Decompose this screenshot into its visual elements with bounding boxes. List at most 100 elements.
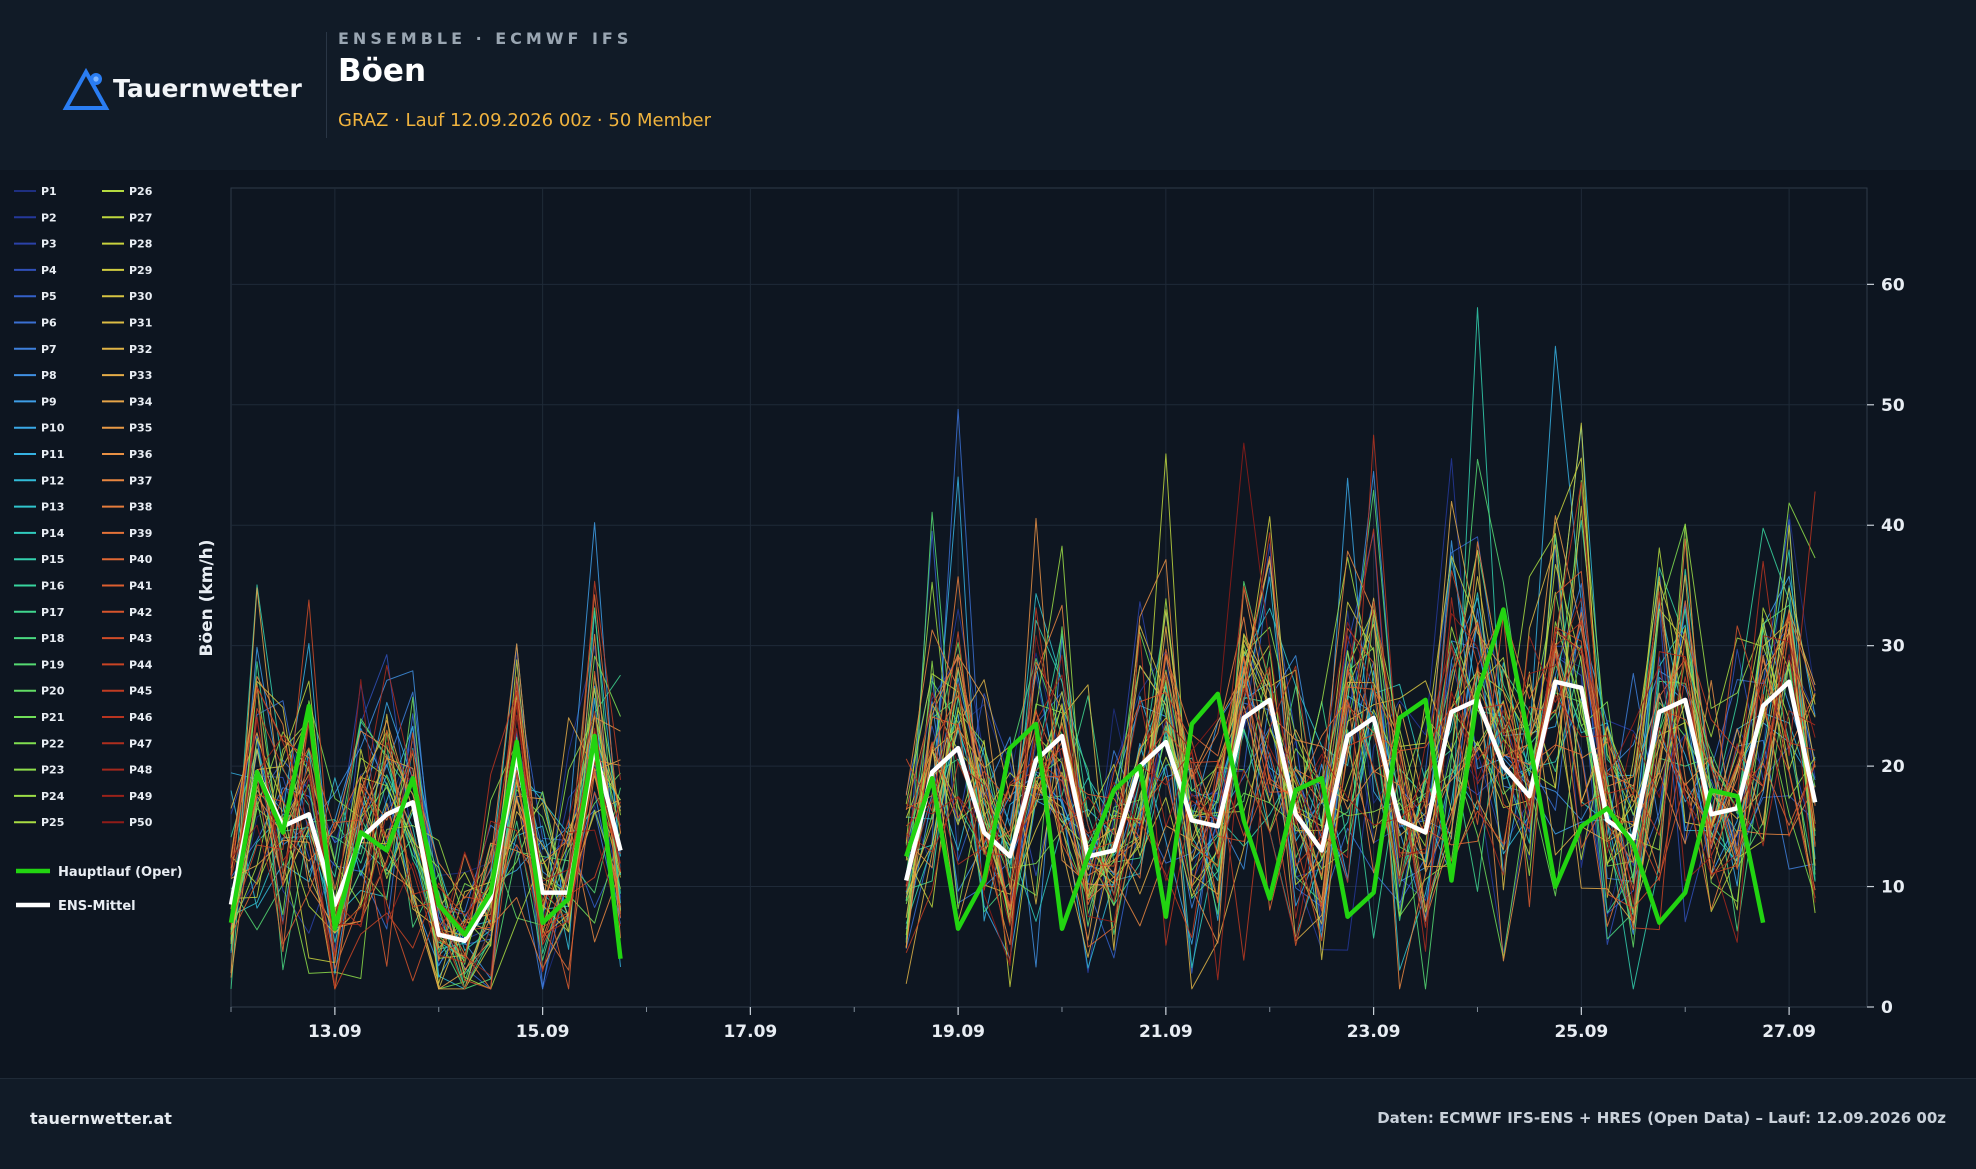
legend-member-label: P47 xyxy=(129,737,152,750)
legend-member-label: P48 xyxy=(129,764,152,777)
legend: P1 P2 P3 P4 P5 P6 P7 P8 P9 P10 P11 P12 P13 P14 P15 P16 P… xyxy=(14,185,183,914)
y-tick-label: 30 xyxy=(1881,637,1905,657)
member-line-p36 xyxy=(905,517,1816,962)
y-tick-label: 50 xyxy=(1881,396,1905,416)
legend-member-label: P37 xyxy=(129,474,152,487)
member-line-p48 xyxy=(230,714,621,976)
legend-member-label: P18 xyxy=(41,632,64,645)
header-kicker: ENSEMBLE · ECMWF IFS xyxy=(338,29,633,48)
page-title: Böen xyxy=(338,53,427,89)
legend-member-label: P11 xyxy=(41,448,64,461)
legend-member-label: P22 xyxy=(41,737,64,750)
legend-member-label: P31 xyxy=(129,317,152,330)
x-tick-label: 25.09 xyxy=(1554,1022,1608,1042)
member-line-p37 xyxy=(905,550,1816,990)
legend-member-label: P36 xyxy=(129,448,153,461)
member-line-p47 xyxy=(905,597,1816,981)
member-line-p45 xyxy=(230,580,621,956)
main-lines xyxy=(228,607,1818,960)
legend-member-label: P5 xyxy=(41,290,57,303)
y-tick-label: 10 xyxy=(1881,878,1905,898)
legend-member-label: P1 xyxy=(41,185,57,198)
ens-mean-line xyxy=(904,679,1818,882)
footer-source: Daten: ECMWF IFS-ENS + HRES (Open Data) … xyxy=(1377,1109,1946,1127)
member-line-p30 xyxy=(905,505,1816,961)
legend-member-label: P27 xyxy=(129,211,152,224)
member-line-p6 xyxy=(905,408,1816,949)
member-line-p45 xyxy=(905,528,1816,963)
member-line-p48 xyxy=(906,591,1816,943)
x-tick-label: 21.09 xyxy=(1139,1022,1193,1042)
legend-member-label: P50 xyxy=(129,816,153,829)
x-tick-label: 19.09 xyxy=(931,1022,985,1042)
x-tick-label: 13.09 xyxy=(308,1022,362,1042)
legend-oper-label: Hauptlauf (Oper) xyxy=(58,865,183,880)
footer-bar: tauernwetter.at Daten: ECMWF IFS-ENS + H… xyxy=(0,1078,1976,1169)
member-line-p19 xyxy=(905,458,1816,990)
legend-member-label: P49 xyxy=(129,790,152,803)
x-tick-label: 17.09 xyxy=(723,1022,777,1042)
legend-member-label: P39 xyxy=(129,527,152,540)
legend-member-label: P23 xyxy=(41,764,64,777)
legend-member-label: P34 xyxy=(129,395,153,408)
legend-member-label: P46 xyxy=(129,711,153,724)
ens-mean-line xyxy=(228,745,623,944)
legend-member-label: P43 xyxy=(129,632,152,645)
member-line-p44 xyxy=(905,532,1816,931)
mountain-logo-icon xyxy=(62,68,110,110)
legend-member-label: P35 xyxy=(129,422,152,435)
legend-member-label: P20 xyxy=(41,685,65,698)
brand-name: Tauernwetter xyxy=(113,74,302,103)
member-line-p30 xyxy=(230,680,621,937)
legend-member-label: P26 xyxy=(129,185,153,198)
legend-member-label: P28 xyxy=(129,238,152,251)
legend-member-label: P30 xyxy=(129,290,153,303)
y-axis-label: Böen (km/h) xyxy=(197,539,217,656)
legend-member-label: P29 xyxy=(129,264,152,277)
axes: 0 10 20 30 40 50 60 13.09 15.09 17.09 19.09 21.09 23… xyxy=(230,275,1905,1042)
x-tick-label: 23.09 xyxy=(1347,1022,1401,1042)
legend-member-label: P38 xyxy=(129,501,152,514)
footer-site: tauernwetter.at xyxy=(30,1109,172,1128)
header-divider xyxy=(326,32,327,138)
legend-member-label: P42 xyxy=(129,606,152,619)
legend-member-label: P6 xyxy=(41,317,57,330)
member-line-p38 xyxy=(905,538,1816,946)
member-line-p26 xyxy=(230,687,621,959)
legend-member-label: P33 xyxy=(129,369,152,382)
member-line-p31 xyxy=(905,544,1816,951)
y-tick-label: 0 xyxy=(1881,998,1893,1018)
legend-member-label: P3 xyxy=(41,238,57,251)
legend-member-label: P40 xyxy=(129,553,153,566)
legend-member-label: P10 xyxy=(41,422,65,435)
member-line-p49 xyxy=(905,597,1816,923)
legend-member-label: P21 xyxy=(41,711,64,724)
oper-line xyxy=(904,607,1766,931)
legend-member-label: P19 xyxy=(41,658,64,671)
y-tick-label: 60 xyxy=(1881,275,1905,295)
legend-member-label: P13 xyxy=(41,501,64,514)
legend-member-label: P45 xyxy=(129,685,152,698)
member-line-p18 xyxy=(905,549,1816,940)
member-line-p23 xyxy=(905,480,1816,948)
header-bar: Tauernwetter ENSEMBLE · ECMWF IFS Böen G… xyxy=(0,0,1976,170)
legend-member-label: P4 xyxy=(41,264,57,277)
legend-member-label: P12 xyxy=(41,474,64,487)
member-line-p49 xyxy=(230,679,621,942)
legend-member-label: P25 xyxy=(41,816,64,829)
member-line-p41 xyxy=(905,570,1816,920)
legend-member-label: P41 xyxy=(129,580,152,593)
member-line-p41 xyxy=(230,670,621,990)
legend-member-label: P2 xyxy=(41,211,57,224)
x-tick-label: 15.09 xyxy=(516,1022,570,1042)
y-tick-label: 40 xyxy=(1881,516,1905,536)
legend-member-label: P9 xyxy=(41,395,57,408)
legend-member-label: P32 xyxy=(129,343,152,356)
x-tick-label: 27.09 xyxy=(1762,1022,1816,1042)
legend-member-label: P44 xyxy=(129,658,153,671)
ensemble-chart: 0 10 20 30 40 50 60 13.09 15.09 17.09 19.09 21.09 23… xyxy=(14,185,1905,1042)
member-line-p46 xyxy=(230,691,621,972)
legend-member-label: P16 xyxy=(41,580,65,593)
legend-member-label: P17 xyxy=(41,606,64,619)
legend-member-label: P24 xyxy=(41,790,65,803)
